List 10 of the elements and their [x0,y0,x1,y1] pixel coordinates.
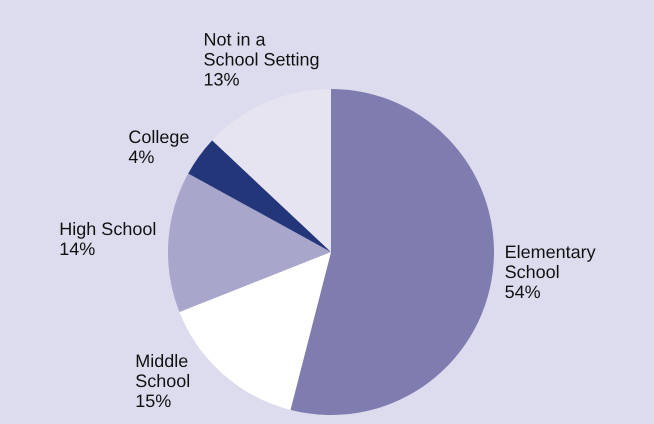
slice-label: College [128,127,190,148]
slice-label: Middle School [135,351,190,392]
slice-label: High School [59,218,156,239]
slice-label: Elementary School [504,242,596,282]
data-label: 54% [504,282,541,302]
data-label: 15% [135,391,172,412]
data-label: 13% [203,69,240,90]
slice-label: Not in a School Setting [203,29,320,70]
data-label: 4% [128,147,154,168]
data-label: 14% [59,238,96,259]
